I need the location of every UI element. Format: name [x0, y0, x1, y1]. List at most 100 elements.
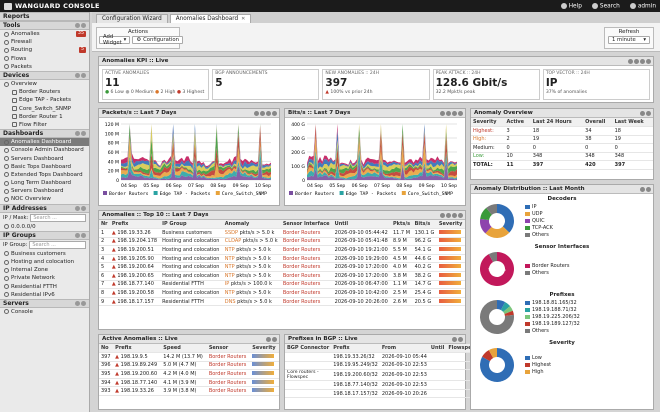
- top10-cell[interactable]: Border Routers: [280, 288, 333, 298]
- prefix-link[interactable]: 198.19.89.249: [120, 362, 158, 369]
- tab-anomalies-dashboard[interactable]: Anomalies Dashboard ✕: [169, 14, 252, 23]
- table-row[interactable]: 393 ▲ 198.19.33.26 3.9 M (3.8 M) Border Rou…: [99, 386, 279, 397]
- settings-icon[interactable]: [266, 336, 271, 342]
- decoders-slice[interactable]: [486, 204, 497, 215]
- device-item-1[interactable]: Border Routers: [8, 88, 89, 96]
- close-icon[interactable]: [81, 205, 86, 211]
- overview-cell[interactable]: 10: [504, 152, 531, 162]
- bgp-column-header[interactable]: BGP Connector: [285, 344, 332, 354]
- devices-header[interactable]: Devices: [0, 70, 89, 80]
- table-row[interactable]: 394 ▲ 198.18.77.140 4.1 M (3.9 M) Border Ro…: [99, 378, 279, 388]
- legend-item[interactable]: Others: [525, 328, 580, 334]
- sensor-link[interactable]: Border Routers: [282, 238, 321, 245]
- dashboard-item-3[interactable]: Basic Tops Dashboard: [0, 163, 89, 171]
- severity-slice[interactable]: [480, 348, 514, 382]
- table-row[interactable]: 9 ▲ 198.18.17.157 Residential FTTH DNS pkts…: [99, 297, 465, 307]
- active-cell[interactable]: ▲ 198.19.89.249: [113, 361, 162, 371]
- legend-label[interactable]: Border Routers: [295, 191, 335, 197]
- user-menu[interactable]: admin: [629, 2, 656, 9]
- top10-cell[interactable]: Border Routers: [280, 280, 333, 290]
- servers-header[interactable]: Servers: [0, 298, 89, 308]
- tab-configuration-wizard[interactable]: Configuration Wizard: [96, 14, 168, 23]
- sensor-link[interactable]: Border Routers: [208, 371, 247, 378]
- collapse-icon[interactable]: [75, 72, 80, 78]
- close-icon[interactable]: [81, 300, 86, 306]
- ip-mask-search-input[interactable]: Search ...: [30, 213, 86, 222]
- close-icon[interactable]: [81, 131, 86, 137]
- prefix-link[interactable]: 198.18.77.140: [120, 379, 158, 386]
- severity-slice[interactable]: [488, 348, 497, 358]
- sensor-link[interactable]: Border Routers: [282, 255, 321, 262]
- ip-group-item-5[interactable]: Residential IPv6: [0, 291, 89, 299]
- legend-item[interactable]: 198.18.81.165/32: [525, 300, 580, 306]
- sensor-link[interactable]: Border Routers: [282, 281, 321, 288]
- overview-cell[interactable]: 18: [612, 126, 653, 136]
- top10-cell[interactable]: ▲ 198.19.200.58: [109, 288, 161, 298]
- overview-cell[interactable]: 38: [583, 135, 613, 145]
- legend-item[interactable]: Highest: [525, 362, 551, 368]
- legend-item[interactable]: QUIC: [525, 218, 553, 224]
- sensor-link[interactable]: Border Routers: [282, 264, 321, 271]
- prefix-link[interactable]: 198.19.200.58: [117, 290, 154, 297]
- active-cell[interactable]: ▲ 198.19.200.60: [113, 369, 162, 379]
- ip-group-search-input[interactable]: Search ...: [29, 240, 86, 249]
- table-row[interactable]: 395 ▲ 198.19.200.60 4.2 M (4.0 M) Border Ro…: [99, 369, 279, 379]
- settings-icon[interactable]: [640, 110, 645, 116]
- active-cell[interactable]: Border Routers: [206, 361, 251, 371]
- table-row[interactable]: 5 ▲ 198.19.200.64 Hosting and colocation NT…: [99, 262, 465, 273]
- refresh-icon[interactable]: [634, 58, 639, 64]
- prefix-link[interactable]: 198.18.77.140: [117, 281, 154, 288]
- table-row[interactable]: 2 ▲ 198.19.204.178 Hosting and colocation C…: [99, 237, 465, 247]
- top10-cell[interactable]: ▲ 198.19.200.64: [109, 262, 161, 273]
- close-icon[interactable]: [81, 232, 86, 238]
- top10-cell[interactable]: Border Routers: [280, 245, 333, 255]
- dashboard-item-2[interactable]: Servers Dashboard: [0, 154, 89, 162]
- ip-group-item-1[interactable]: Hosting and colocation: [0, 258, 89, 266]
- ip-group-item-2[interactable]: Internal Zone: [0, 266, 89, 274]
- prefixes-slice[interactable]: [480, 300, 514, 334]
- legend-item[interactable]: 198.19.225.206/32: [525, 314, 580, 320]
- top10-cell[interactable]: ▲ 198.18.77.140: [109, 280, 161, 290]
- table-row[interactable]: 1 ▲ 198.19.33.26 Business customers SSDP pk…: [99, 228, 465, 238]
- top10-cell[interactable]: ▲ 198.19.200.51: [109, 245, 161, 255]
- minimize-icon[interactable]: [452, 212, 457, 218]
- active-column-header[interactable]: Sensor: [206, 344, 251, 354]
- overview-cell[interactable]: 0: [530, 143, 584, 153]
- table-row[interactable]: 6 ▲ 198.19.200.65 Hosting and colocation NT…: [99, 271, 465, 281]
- add-widget-button[interactable]: Add Widget ▾: [99, 34, 131, 46]
- active-column-header[interactable]: Severity: [250, 344, 279, 354]
- settings-icon[interactable]: [640, 186, 645, 192]
- dashboard-item-5[interactable]: Long Term Dashboard: [0, 179, 89, 187]
- settings-icon[interactable]: [440, 110, 445, 116]
- collapse-icon[interactable]: [75, 23, 80, 28]
- ip-groups-header[interactable]: IP Groups: [0, 230, 89, 240]
- legend-item[interactable]: IP: [525, 204, 553, 210]
- top10-column-header[interactable]: Severity: [436, 220, 465, 230]
- prefixes-slice[interactable]: [504, 310, 514, 316]
- close-icon[interactable]: [81, 72, 86, 78]
- table-row[interactable]: 7 ▲ 198.18.77.140 Residential FTTH IP pkts/…: [99, 280, 465, 290]
- refresh-icon[interactable]: [446, 212, 451, 218]
- ip-group-item-3[interactable]: Private Network: [0, 274, 89, 282]
- overview-cell[interactable]: 420: [583, 160, 613, 170]
- minimize-icon[interactable]: [452, 110, 457, 116]
- device-item-5[interactable]: Flow Filter: [8, 121, 89, 129]
- collapse-icon[interactable]: [75, 205, 80, 211]
- decoders-slice[interactable]: [485, 226, 510, 238]
- close-icon[interactable]: [646, 186, 651, 192]
- legend-item[interactable]: TCP-ACK: [525, 225, 553, 231]
- overview-cell[interactable]: 397: [612, 160, 653, 170]
- sensor-interfaces-slice[interactable]: [488, 252, 497, 263]
- prefixes-slice[interactable]: [500, 302, 511, 312]
- dashboard-item-7[interactable]: NOC Overview: [0, 195, 89, 203]
- active-cell[interactable]: Border Routers: [206, 386, 251, 397]
- settings-icon[interactable]: [628, 58, 633, 64]
- top10-column-header[interactable]: Sensor Interface: [280, 220, 333, 230]
- ip-root-item[interactable]: 0.0.0.0/0: [0, 223, 89, 231]
- close-icon[interactable]: [272, 110, 277, 116]
- minimize-icon[interactable]: [640, 58, 645, 64]
- overview-cell[interactable]: 0: [583, 143, 613, 153]
- legend-label[interactable]: Core_Switch_SNMP: [222, 191, 267, 197]
- close-icon[interactable]: [458, 336, 463, 342]
- close-tab-icon[interactable]: ✕: [241, 16, 246, 22]
